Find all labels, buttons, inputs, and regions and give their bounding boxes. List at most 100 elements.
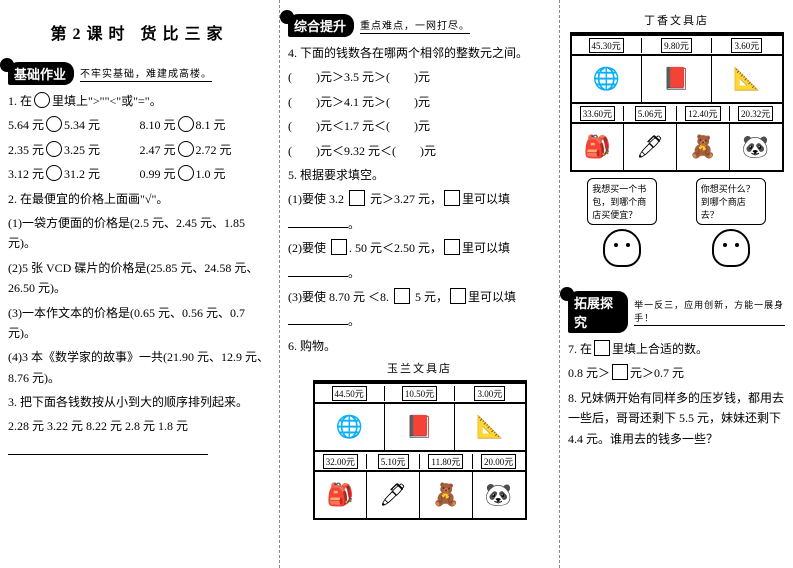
q4-row-1: ( )元＞3.5 元＞( )元 [288, 67, 551, 87]
character-left: 我想买一个书包，到哪个商店买便宜？ [587, 178, 657, 267]
box-icon [594, 340, 610, 356]
q4-row-2: ( )元＞4.1 元＞( )元 [288, 92, 551, 112]
shop-dingxiang: 45.30元 9.80元 3.60元 🌐 📕 📐 33.60元 5.06元 12… [570, 32, 784, 172]
q5-item-2: (2)要使 . 50 元＜2.50 元，里可以填 [288, 238, 551, 258]
triangle-icon: 📐 [476, 416, 503, 438]
dictionary-icon: 📕 [406, 416, 433, 438]
shelf-items-bot: 🎒 🖊 🧸 🐼 [315, 470, 525, 518]
shop-yulan-title: 玉兰文具店 [288, 360, 551, 376]
section-comp-sub: 重点难点，一网打尽。 [360, 17, 470, 34]
q2-item-4: (4)3 本《数学家的故事》一共(21.90 元、12.9 元、8.76 元)。 [8, 347, 271, 388]
circle-icon [46, 116, 62, 132]
price-tag: 44.50元 [332, 386, 367, 401]
price-tag: 10.50元 [402, 386, 437, 401]
q5-item-1: (1)要使 3.2 元＞3.27 元，里可以填 [288, 189, 551, 209]
q4-row-4: ( )元＜9.32 元＜( )元 [288, 141, 551, 161]
panda-icon: 🐼 [485, 484, 512, 506]
shop-yulan: 44.50元 10.50元 3.00元 🌐 📕 📐 32.00元 5.10元 1… [313, 380, 527, 520]
circle-icon [46, 165, 62, 181]
shop-dingxiang-title: 丁香文具店 [568, 12, 785, 28]
section-basic-header: 基础作业 不牢实基础，难建成高楼。 [8, 62, 271, 85]
shelf-prices-bot: 33.60元 5.06元 12.40元 20.32元 [572, 102, 782, 122]
pen-icon: 🖊 [636, 136, 664, 158]
box-icon [612, 364, 628, 380]
box-icon [349, 190, 365, 206]
box-icon [444, 239, 460, 255]
speech-bubble-right: 你想买什么？到哪个商店去？ [696, 178, 766, 225]
q5-blank-3: 。 [288, 311, 551, 331]
price-tag: 12.40元 [685, 106, 720, 121]
q3-nums: 2.28 元 3.22 元 8.22 元 2.8 元 1.8 元 [8, 416, 271, 436]
price-tag: 3.00元 [474, 386, 505, 401]
box-icon [450, 288, 466, 304]
section-comp-header: 综合提升 重点难点，一网打尽。 [288, 14, 551, 37]
shelf-prices-top: 44.50元 10.50元 3.00元 [315, 382, 525, 402]
section-ext-header: 拓展探究 举一反三，应用创新，方能一展身手！ [568, 291, 785, 333]
circle-icon [178, 116, 194, 132]
pen-icon: 🖊 [379, 484, 407, 506]
speech-bubble-left: 我想买一个书包，到哪个商店买便宜？ [587, 178, 657, 225]
bag-icon: 🎒 [327, 484, 354, 506]
characters: 我想买一个书包，到哪个商店买便宜？ 你想买什么？到哪个商店去？ [568, 178, 785, 267]
section-comp-badge: 综合提升 [288, 14, 354, 37]
column-1: 第2课时 货比三家 基础作业 不牢实基础，难建成高楼。 1. 在里填上">""<… [0, 0, 280, 568]
q3-blank [8, 441, 271, 461]
bag-icon: 🎒 [584, 136, 611, 158]
price-tag: 20.00元 [481, 454, 516, 469]
face-icon [712, 229, 750, 267]
price-tag: 33.60元 [580, 106, 615, 121]
shelf-items-top: 🌐 📕 📐 [572, 54, 782, 102]
q1-row-1: 5.64 元5.34 元 8.10 元8.1 元 [8, 115, 271, 135]
price-tag: 3.60元 [731, 38, 762, 53]
triangle-icon: 📐 [733, 68, 760, 90]
price-tag: 20.32元 [738, 106, 773, 121]
shelf-items-bot: 🎒 🖊 🧸 🐼 [572, 122, 782, 170]
column-3: 丁香文具店 45.30元 9.80元 3.60元 🌐 📕 📐 33.60元 5.… [560, 0, 793, 568]
face-icon [603, 229, 641, 267]
circle-icon [34, 92, 50, 108]
q1-stem: 1. 在里填上">""<"或"="。 [8, 91, 271, 111]
shelf-prices-bot: 32.00元 5.10元 11.80元 20.00元 [315, 450, 525, 470]
box-icon [331, 239, 347, 255]
shelf-prices-top: 45.30元 9.80元 3.60元 [572, 34, 782, 54]
section-ext-sub: 举一反三，应用创新，方能一展身手！ [634, 298, 785, 326]
circle-icon [46, 141, 62, 157]
price-tag: 32.00元 [323, 454, 358, 469]
circle-icon [178, 141, 194, 157]
price-tag: 5.10元 [378, 454, 409, 469]
q8-text: 8. 兄妹俩开始有同样多的压岁钱，都用去一些后，哥哥还剩下 5.5 元，妹妹还剩… [568, 388, 785, 449]
q6-stem: 6. 购物。 [288, 336, 551, 356]
doll-icon: 🧸 [432, 484, 459, 506]
globe-icon: 🌐 [335, 416, 362, 438]
section-basic-badge: 基础作业 [8, 62, 74, 85]
panda-icon: 🐼 [742, 136, 769, 158]
q2-item-2: (2)5 张 VCD 碟片的价格是(25.85 元、24.58 元、26.50 … [8, 258, 271, 299]
q2-item-1: (1)一袋方便面的价格是(2.5 元、2.45 元、1.85 元)。 [8, 213, 271, 254]
q3-stem: 3. 把下面各钱数按从小到大的顺序排列起来。 [8, 392, 271, 412]
q5-item-3: (3)要使 8.70 元 ＜8. 5 元，里可以填 [288, 287, 551, 307]
q4-stem: 4. 下面的钱数各在哪两个相邻的整数元之间。 [288, 43, 551, 63]
price-tag: 45.30元 [589, 38, 624, 53]
circle-icon [178, 165, 194, 181]
box-icon [394, 288, 410, 304]
q2-stem: 2. 在最便宜的价格上面画"√"。 [8, 189, 271, 209]
q2-item-3: (3)一本作文本的价格是(0.65 元、0.56 元、0.7 元)。 [8, 303, 271, 344]
column-2: 综合提升 重点难点，一网打尽。 4. 下面的钱数各在哪两个相邻的整数元之间。 (… [280, 0, 560, 568]
section-ext-badge: 拓展探究 [568, 291, 628, 333]
q1-row-2: 2.35 元3.25 元 2.47 元2.72 元 [8, 140, 271, 160]
shelf-items-top: 🌐 📕 📐 [315, 402, 525, 450]
q5-blank-2: 。 [288, 263, 551, 283]
q5-blank-1: 。 [288, 214, 551, 234]
q5-stem: 5. 根据要求填空。 [288, 165, 551, 185]
globe-icon: 🌐 [592, 68, 619, 90]
doll-icon: 🧸 [689, 136, 716, 158]
q7-expr: 0.8 元＞元＞0.7 元 [568, 363, 785, 383]
price-tag: 9.80元 [661, 38, 692, 53]
box-icon [444, 190, 460, 206]
character-right: 你想买什么？到哪个商店去？ [696, 178, 766, 267]
worksheet-page: 第2课时 货比三家 基础作业 不牢实基础，难建成高楼。 1. 在里填上">""<… [0, 0, 793, 568]
price-tag: 11.80元 [428, 454, 463, 469]
section-basic-sub: 不牢实基础，难建成高楼。 [80, 65, 212, 82]
page-title: 第2课时 货比三家 [8, 20, 271, 44]
q1-row-3: 3.12 元31.2 元 0.99 元1.0 元 [8, 164, 271, 184]
